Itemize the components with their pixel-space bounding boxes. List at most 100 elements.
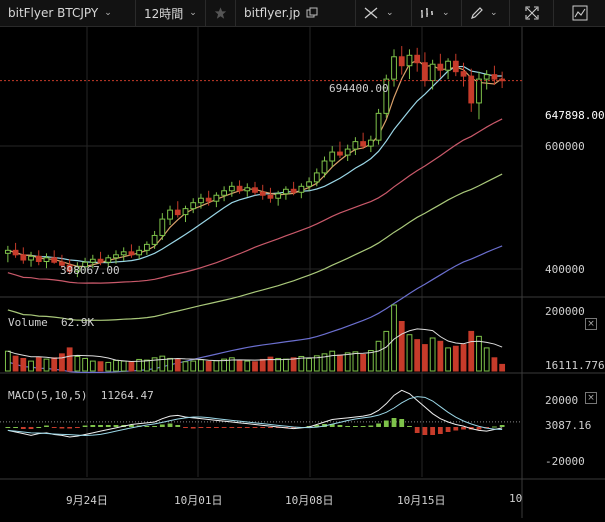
macd-histogram-bar [13, 427, 18, 428]
fullscreen-icon [524, 6, 539, 20]
candle-body [259, 191, 266, 196]
volume-bar [267, 356, 274, 372]
candle-body [105, 257, 112, 263]
chevron-down-icon: ⌄ [490, 8, 498, 18]
volume-bar [35, 356, 42, 372]
candle-body [437, 63, 444, 71]
macd-histogram-bar [105, 425, 111, 427]
macd-histogram-bar [337, 425, 343, 427]
chart-style-button[interactable]: ⌄ [412, 0, 462, 26]
volume-bar [452, 345, 459, 372]
volume-bar [406, 334, 413, 372]
macd-histogram-bar [152, 426, 157, 427]
candle-body [267, 194, 274, 199]
macd-histogram-bar [430, 427, 436, 435]
macd-histogram-bar [391, 418, 397, 427]
favorite-button[interactable] [206, 0, 236, 26]
macd-histogram-bar [44, 425, 49, 427]
volume-bar [167, 357, 173, 372]
chevron-down-icon: ⌄ [442, 8, 450, 18]
candle-body [282, 188, 289, 195]
volume-bar [483, 347, 490, 372]
x-label-3: 10月15日 [397, 494, 446, 507]
macd-histogram-bar [476, 427, 482, 430]
macd-histogram-bar [252, 427, 258, 428]
volume-value: 62.9K [61, 316, 95, 329]
site-link[interactable]: bitflyer.jp [236, 0, 356, 26]
volume-bar [398, 321, 405, 372]
volume-bar [43, 358, 50, 372]
macd-histogram-bar [244, 427, 250, 428]
candle-body [174, 209, 181, 216]
volume-bar [221, 358, 228, 372]
timeframe-label: 12時間 [144, 6, 184, 21]
macd-histogram-bar [422, 427, 428, 435]
high-price-label: 694400.00 [329, 82, 389, 95]
candle-body [445, 60, 451, 71]
snapshot-icon [572, 5, 587, 21]
close-macd-button[interactable]: × [585, 392, 597, 404]
candle-body [43, 257, 50, 262]
volume-bar [383, 330, 390, 372]
last-price-label: 647898.00 [543, 109, 605, 122]
macd-histogram-bar [36, 427, 42, 428]
ma-line-long [7, 118, 503, 284]
macd-histogram-bar [20, 427, 26, 429]
macd-histogram-bar [368, 425, 374, 427]
macd-histogram-bar [98, 425, 103, 427]
candle-body [136, 249, 143, 256]
macd-histogram-bar [167, 423, 173, 427]
volume-bar [298, 355, 305, 372]
volume-bar [151, 357, 158, 372]
volume-bar [360, 354, 367, 372]
chart-canvas[interactable]: 694400.00 398067.00 647898.00 600000 400… [0, 27, 605, 518]
symbol-selector[interactable]: bitFlyer BTCJPY ⌄ [0, 0, 136, 26]
macd-title: MACD(5,10,5) 11264.47 [8, 389, 154, 402]
fullscreen-button[interactable] [510, 0, 554, 26]
snapshot-button[interactable] [554, 0, 605, 26]
volume-bar [499, 363, 506, 372]
volume-bar [66, 347, 73, 372]
candle-body [406, 54, 413, 67]
close-volume-button[interactable]: × [585, 318, 597, 330]
macd-histogram-bar [129, 425, 134, 427]
volume-bar [422, 344, 428, 372]
chevron-down-icon: ⌄ [104, 8, 112, 18]
volume-tick-max: 200000 [545, 305, 585, 318]
volume-bar [259, 358, 266, 372]
pencil-icon [471, 7, 483, 19]
macd-histogram-bar [144, 426, 150, 427]
chart-svg[interactable] [0, 27, 605, 518]
macd-histogram-bar [360, 426, 366, 427]
ma-line-longest [7, 245, 503, 374]
volume-bar [128, 361, 135, 372]
macd-histogram-bar [28, 427, 34, 429]
volume-bar [97, 361, 104, 372]
x-label-0: 9月24日 [66, 494, 108, 507]
macd-histogram-bar [461, 427, 466, 430]
volume-title: Volume 62.9K [8, 316, 94, 329]
volume-bar [159, 355, 166, 372]
volume-bar [198, 359, 204, 372]
candle-body [167, 209, 173, 220]
chevron-down-icon: ⌄ [189, 8, 197, 18]
candle-body [252, 187, 258, 193]
candle-body [476, 78, 482, 104]
timeframe-selector[interactable]: 12時間 ⌄ [136, 0, 206, 26]
volume-bar [28, 360, 34, 372]
star-icon [214, 7, 227, 19]
candle-body [398, 56, 405, 67]
cursor-tool-button[interactable]: ⌄ [356, 0, 412, 26]
candle-body [182, 208, 189, 216]
candle-body [429, 63, 436, 82]
volume-bar [89, 360, 96, 372]
volume-bar [82, 357, 88, 372]
candle-body [383, 78, 390, 114]
macd-histogram-bar [492, 426, 497, 428]
ma-line-longer [7, 173, 503, 321]
drawing-tool-button[interactable]: ⌄ [462, 0, 510, 26]
macd-histogram-bar [453, 427, 459, 431]
volume-bar [290, 357, 297, 372]
macd-tick-minus20000: -20000 [545, 455, 585, 468]
volume-bar [51, 357, 58, 372]
